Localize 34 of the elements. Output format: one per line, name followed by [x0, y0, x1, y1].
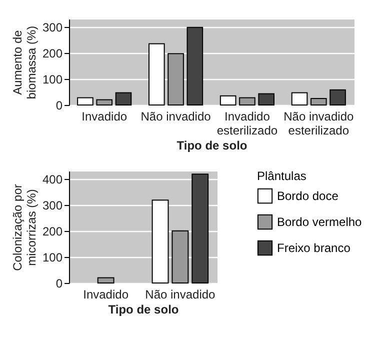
legend-label: Bordo doce — [277, 189, 339, 203]
y-tick-label: 100 — [42, 72, 63, 86]
legend-label: Bordo vermelho — [277, 215, 362, 229]
bar — [330, 89, 346, 106]
bar — [192, 174, 209, 284]
x-tick-label: Não invadido — [145, 288, 216, 302]
x-axis-title: Tipo de solo — [108, 302, 179, 316]
legend-title: Plântulas — [257, 169, 306, 183]
y-tick-label: 100 — [42, 250, 63, 264]
y-tick-label: 0 — [56, 98, 63, 112]
bar — [172, 230, 189, 284]
bar — [168, 53, 184, 106]
y-tick-label: 300 — [42, 198, 63, 212]
x-axis-title: Tipo de solo — [176, 138, 248, 152]
y-tick-label: 0 — [56, 276, 63, 290]
bar — [239, 97, 256, 106]
x-tick-label: Invadido — [82, 110, 128, 124]
x-tick-label: Invadido esterilizado — [216, 110, 278, 138]
y-tick-label: 200 — [42, 46, 63, 60]
bar — [96, 99, 113, 106]
legend-label: Freixo branco — [277, 241, 351, 255]
y-tick-label: 200 — [42, 224, 63, 238]
bar — [115, 92, 132, 106]
y-axis-title: Aumento de biomassa (%) — [10, 26, 38, 100]
x-tick-label: Não invadido esterilizado — [284, 110, 354, 138]
bar — [310, 98, 327, 106]
bar — [97, 277, 114, 284]
y-tick-label: 400 — [42, 172, 63, 186]
bar — [186, 26, 204, 106]
y-axis-title: Colonização por micorrizas (%) — [10, 184, 38, 271]
bar — [258, 93, 274, 106]
x-tick-label: Não invadido — [140, 110, 212, 124]
y-tick-label: 300 — [42, 20, 63, 34]
x-tick-label: Invadido — [83, 288, 129, 302]
